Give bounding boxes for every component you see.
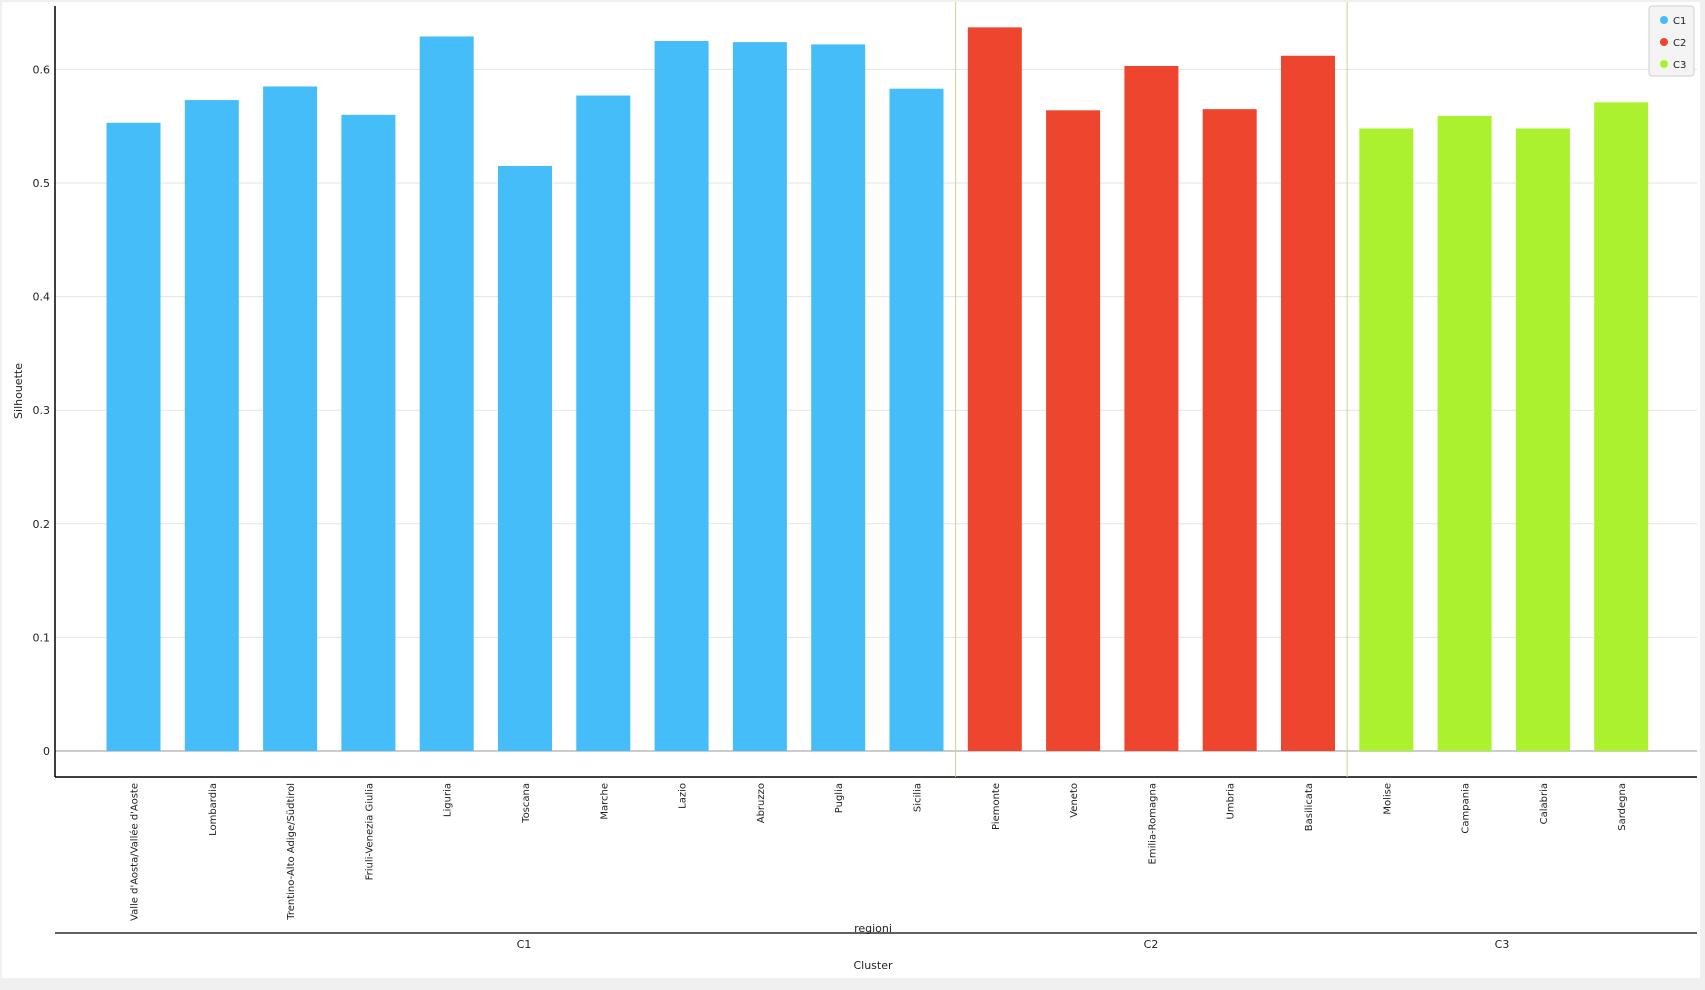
y-tick-label: 0 (43, 745, 50, 758)
bar (1359, 128, 1414, 752)
legend-label: C3 (1673, 60, 1686, 71)
gridlines (55, 68, 1697, 752)
y-tick-label: 0.4 (33, 291, 51, 304)
x-tick-label: Calabria (1539, 783, 1550, 824)
bar (419, 36, 474, 752)
bar (1594, 102, 1649, 752)
x-tick-label: Valle d'Aosta/Vallée d'Aoste (129, 783, 141, 921)
legend-label: C2 (1673, 38, 1686, 49)
x-tick-label: Sicilia (913, 783, 924, 812)
x-tick-label: Toscana (521, 783, 532, 824)
x-tick-label: Friuli-Venezia Giulia (364, 783, 375, 880)
x-tick-label: Emilia-Romagna (1147, 783, 1158, 864)
bar (654, 41, 709, 751)
x-tick-label: Veneto (1069, 783, 1080, 818)
bar (1437, 115, 1492, 751)
bar (889, 88, 944, 752)
x-axis-title: regioni (854, 922, 892, 935)
bar (576, 95, 631, 751)
x-tick-label: Molise (1382, 783, 1393, 815)
x-tick-label: Trentino-Alto Adige/Südtirol (286, 783, 297, 921)
bar (341, 114, 396, 752)
group-label: C2 (1144, 938, 1159, 951)
x-tick-label: Umbria (1226, 783, 1237, 819)
legend-marker (1660, 38, 1668, 46)
bar (811, 44, 866, 751)
x-tick-label: Sardegna (1617, 783, 1628, 831)
y-axis-title: Silhouette (12, 363, 25, 419)
group-label: C1 (517, 938, 532, 951)
y-tick-label: 0.2 (33, 518, 51, 531)
x-tick-labels: Valle d'Aosta/Vallée d'Aoste Lombardia Tre… (129, 783, 1629, 921)
bar (1202, 109, 1257, 751)
bar (1515, 128, 1570, 752)
axes: Silhouette regioni Cluster (12, 6, 1697, 972)
legend-marker (1660, 60, 1668, 68)
bars (106, 27, 1649, 752)
x-tick-label: Campania (1461, 783, 1472, 834)
x-tick-label: Abruzzo (756, 783, 767, 823)
x-tick-label: Marche (599, 783, 610, 820)
x-tick-label: Puglia (834, 783, 845, 813)
group-axis-title: Cluster (853, 959, 893, 972)
legend-label: C1 (1673, 16, 1686, 27)
bar (732, 42, 787, 752)
group-label: C3 (1495, 938, 1510, 951)
legend: C1 C2 C3 (1648, 5, 1695, 77)
y-ticks: 0 0.1 0.2 0.3 0.4 0.5 0.6 (33, 63, 51, 758)
x-tick-label: Liguria (443, 783, 454, 817)
bar (1281, 55, 1335, 751)
bar (263, 86, 318, 751)
y-tick-label: 0.5 (33, 177, 51, 190)
bar (1046, 110, 1101, 751)
y-tick-label: 0.1 (33, 631, 51, 644)
x-tick-label: Lombardia (208, 783, 219, 836)
x-tick-label: Basilicata (1304, 783, 1315, 831)
legend-box (1648, 5, 1695, 77)
bar (184, 100, 239, 751)
y-tick-label: 0.6 (33, 63, 51, 76)
group-labels: C1 C2 C3 (517, 2, 1510, 951)
legend-marker (1660, 16, 1668, 24)
x-tick-label: Piemonte (991, 783, 1002, 830)
x-tick-label: Lazio (678, 783, 689, 809)
bar (1124, 65, 1179, 751)
bar (498, 165, 552, 751)
bar (106, 122, 161, 752)
y-tick-label: 0.3 (33, 404, 51, 417)
bar (967, 27, 1022, 752)
